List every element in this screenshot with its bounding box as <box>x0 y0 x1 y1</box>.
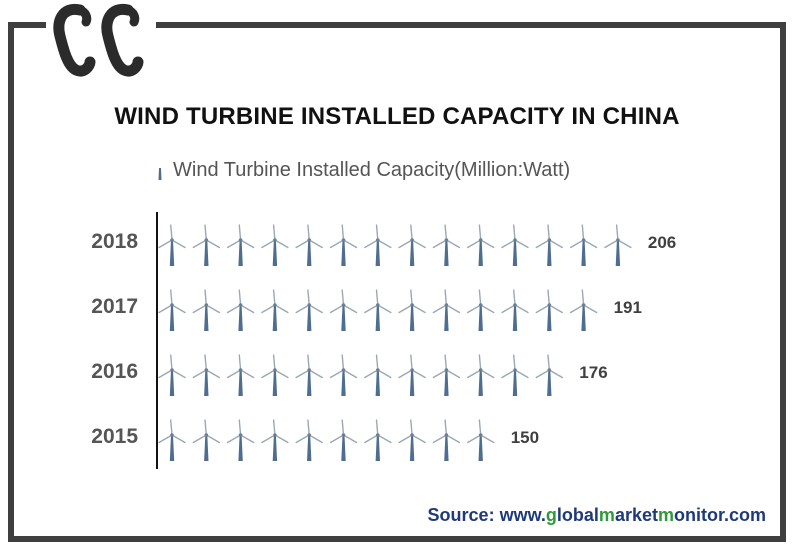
wind-turbine-icon <box>295 289 323 331</box>
data-label: 206 <box>647 233 677 252</box>
wind-turbine-icon <box>467 419 495 461</box>
data-label: 191 <box>613 298 642 317</box>
wind-turbine-icon <box>535 289 563 331</box>
wind-turbine-icon <box>261 224 289 266</box>
category-label: 2016 <box>91 360 138 383</box>
wind-turbine-icon <box>501 354 529 396</box>
legend-label: Wind Turbine Installed Capacity(Million:… <box>173 158 571 181</box>
wind-turbine-icon <box>364 289 392 331</box>
legend-wind-turbine-icon <box>158 168 162 180</box>
wind-turbine-icon <box>364 354 392 396</box>
legend: Wind Turbine Installed Capacity(Million:… <box>155 156 570 184</box>
wind-turbine-icon <box>467 289 495 331</box>
wind-turbine-icon <box>226 354 255 396</box>
wind-turbine-icon <box>364 224 392 266</box>
wind-turbine-icon <box>398 354 426 396</box>
wind-turbine-icon <box>329 224 358 266</box>
wind-turbine-icon <box>158 354 186 396</box>
wind-turbine-icon <box>158 419 186 461</box>
wind-turbine-icon <box>535 354 563 396</box>
wind-turbine-icon <box>261 289 289 331</box>
wind-turbine-icon <box>398 289 426 331</box>
wind-turbine-icon <box>467 224 495 266</box>
wind-turbine-icon <box>192 224 221 266</box>
wind-turbine-icon <box>295 419 323 461</box>
wind-turbine-icon <box>226 419 255 461</box>
wind-turbine-icon <box>569 224 598 266</box>
wind-turbine-icon <box>226 224 255 266</box>
wind-turbine-icon <box>261 354 289 396</box>
wind-turbine-icon <box>569 289 598 331</box>
category-label: 2017 <box>91 295 138 318</box>
source-m: m <box>598 505 615 525</box>
wind-turbine-icon <box>329 354 358 396</box>
wind-turbine-icon <box>192 419 221 461</box>
wind-turbine-icon <box>329 419 358 461</box>
wind-turbine-icon <box>192 289 221 331</box>
source-arket: arket <box>614 505 658 525</box>
wind-turbine-icon <box>295 354 323 396</box>
wind-turbine-icon <box>432 289 461 331</box>
wind-turbine-icon <box>398 419 426 461</box>
wind-turbine-icon <box>364 419 392 461</box>
source-m2: m <box>657 505 674 525</box>
source-onitor: onitor.com <box>673 505 766 525</box>
data-label: 176 <box>579 363 608 382</box>
wind-turbine-icon <box>604 224 632 266</box>
wind-turbine-icon <box>432 224 461 266</box>
source-prefix: Source: www. <box>427 505 546 525</box>
wind-turbine-icon <box>501 289 529 331</box>
wind-turbine-icon <box>535 224 563 266</box>
wind-turbine-icon <box>501 224 529 266</box>
wind-turbine-icon <box>158 224 186 266</box>
wind-turbine-icon <box>467 354 495 396</box>
wind-turbine-icon <box>226 289 255 331</box>
wind-turbine-icon <box>158 289 186 331</box>
source-g: g <box>545 505 557 525</box>
wind-turbine-icon <box>329 289 358 331</box>
source-credit: Source: www.globalmarketmonitor.com <box>428 505 766 526</box>
wind-turbine-icon <box>192 354 221 396</box>
wind-turbine-icon <box>432 419 461 461</box>
y-axis-line <box>156 212 158 469</box>
wind-turbine-icon <box>261 419 289 461</box>
chart-title: WIND TURBINE INSTALLED CAPACITY IN CHINA <box>114 103 680 130</box>
data-label: 150 <box>510 428 540 447</box>
wind-turbine-icon <box>398 224 426 266</box>
wind-turbine-icon <box>432 354 461 396</box>
category-label: 2018 <box>91 230 138 253</box>
category-label: 2015 <box>91 425 138 448</box>
source-lobal: lobal <box>556 505 599 525</box>
gmm-logo-icon <box>46 0 156 84</box>
chart-frame <box>8 22 786 542</box>
wind-turbine-icon <box>295 224 323 266</box>
